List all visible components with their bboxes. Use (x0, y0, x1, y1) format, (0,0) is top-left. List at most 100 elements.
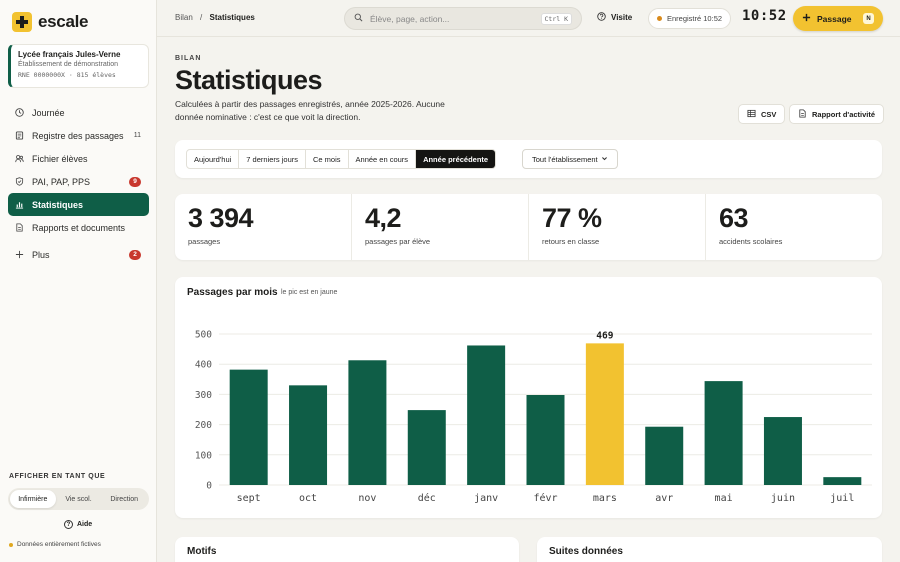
x-tick-label: févr (533, 492, 557, 504)
chart-bar (229, 369, 268, 485)
kpi-value: 3 394 (188, 203, 254, 233)
topbar: Bilan / Statistiques Élève, page, action… (157, 0, 900, 37)
sidebar-item-fichier-eleves[interactable]: Fichier élèves (8, 147, 149, 170)
kpi-value: 4,2 (365, 203, 402, 233)
data-label: 469 (596, 330, 613, 341)
school-card[interactable]: Lycée français Jules-Verne Établissement… (8, 44, 149, 88)
chart-icon (15, 200, 24, 209)
scope-value: Tout l'établissement (532, 154, 598, 164)
sidebar-item-label: Rapports et documents (32, 222, 126, 233)
page-description: Calculées à partir des passages enregist… (175, 99, 445, 122)
page-kicker: BILAN (175, 55, 202, 62)
document-icon (798, 108, 807, 120)
saved-label: Enregistré 10:52 (667, 14, 723, 23)
role-infirmiere[interactable]: Infirmière (10, 490, 56, 508)
x-tick-label: nov (358, 493, 376, 504)
sidebar: escale Lycée français Jules-Verne Établi… (0, 0, 157, 562)
table-icon (747, 109, 756, 120)
passages-chart-card: Passages par mois le pic est en jaune 0 1… (175, 277, 882, 518)
report-label: Rapport d'activité (812, 109, 876, 119)
kpi-label: retours en classe (542, 237, 600, 246)
search-placeholder: Élève, page, action... (370, 13, 450, 24)
x-tick-label: janv (474, 493, 498, 504)
role-switch: Infirmière Vie scol. Direction (8, 488, 149, 510)
sidebar-item-journee[interactable]: Journée (8, 101, 149, 124)
fictive-label: Données entièrement fictives (17, 541, 101, 548)
status-dot-icon (657, 16, 662, 21)
pai-badge: 9 (129, 176, 141, 187)
kpi-value: 77 % (542, 203, 602, 233)
suites-title: Suites données (549, 546, 623, 557)
passages-bar-chart: 0 100 200 300 400 500 sept oct nov déc janv févr mar… (195, 330, 872, 504)
scope-select[interactable]: Tout l'établissement (522, 149, 618, 169)
breadcrumb-root[interactable]: Bilan (175, 13, 193, 22)
role-switch-title: AFFICHER EN TANT QUE (9, 473, 106, 480)
period-today[interactable]: Aujourd'hui (187, 150, 240, 168)
plus-icon (15, 250, 24, 259)
plus-icon (802, 13, 811, 24)
x-tick-label: juil (830, 493, 854, 504)
search-shortcut: Ctrl K (540, 12, 572, 25)
help-label: Aide (77, 521, 93, 528)
period-7-days[interactable]: 7 derniers jours (239, 150, 306, 168)
filter-bar: Aujourd'hui 7 derniers jours Ce mois Ann… (175, 140, 882, 178)
breadcrumb-separator: / (200, 13, 203, 22)
period-this-month[interactable]: Ce mois (306, 150, 349, 168)
kpi-label: passages par élève (365, 237, 431, 246)
kpi-card: 3 394 passages (175, 194, 352, 260)
search-icon (354, 13, 363, 24)
kpi-label: accidents scolaires (719, 237, 783, 246)
new-passage-button[interactable]: Passage N (793, 6, 883, 31)
suites-card: Suites données (537, 537, 882, 562)
clock: 10:52 (742, 8, 787, 24)
y-tick-label: 100 (195, 450, 212, 461)
kpi-label: passages (188, 237, 221, 246)
kpi-value: 63 (719, 203, 749, 233)
plus-badge: 2 (129, 249, 141, 260)
sidebar-item-label: PAI, PAP, PPS (32, 176, 91, 187)
x-tick-label: oct (299, 493, 317, 504)
help-button[interactable]: ? Aide (64, 520, 92, 529)
search-input[interactable]: Élève, page, action... Ctrl K (344, 7, 582, 30)
passage-shortcut: N (863, 13, 874, 24)
chevron-down-icon (601, 155, 608, 164)
role-vie-scolaire[interactable]: Vie scol. (65, 495, 92, 503)
sidebar-nav: Journée Registre des passages 11 Fichier… (8, 101, 149, 266)
x-tick-label: mars (593, 493, 617, 504)
chart-bar (289, 385, 328, 485)
school-rne: RNE 0000000X · 815 élèves (18, 71, 116, 79)
sidebar-item-rapports[interactable]: Rapports et documents (8, 216, 149, 239)
chart-bar (763, 417, 802, 485)
kpi-card: 4,2 passages par élève (352, 194, 529, 260)
y-tick-label: 400 (195, 360, 212, 371)
breadcrumb: Bilan / Statistiques (175, 13, 255, 22)
chart-bar (467, 345, 506, 485)
csv-label: CSV (761, 109, 777, 119)
kpi-card: 77 % retours en classe (529, 194, 706, 260)
chart-bar (645, 426, 684, 485)
school-name: Lycée français Jules-Verne (18, 50, 121, 59)
sidebar-item-label: Plus (32, 249, 50, 260)
period-current-year[interactable]: Année en cours (349, 150, 417, 168)
x-tick-label: avr (655, 493, 673, 504)
app-logo[interactable]: escale (12, 12, 89, 32)
visit-button[interactable]: Visite (597, 12, 632, 23)
y-tick-label: 500 (195, 330, 212, 341)
motifs-card: Motifs (175, 537, 519, 562)
report-button[interactable]: Rapport d'activité (789, 104, 885, 124)
sidebar-item-plus[interactable]: Plus 2 (8, 243, 149, 266)
sidebar-item-pai[interactable]: PAI, PAP, PPS 9 (8, 170, 149, 193)
x-tick-label: juin (771, 493, 795, 504)
role-direction[interactable]: Direction (110, 495, 138, 503)
sidebar-item-label: Fichier élèves (32, 153, 88, 164)
clock-icon (15, 108, 24, 117)
csv-button[interactable]: CSV (738, 104, 786, 124)
period-previous-year[interactable]: Année précédente (416, 150, 496, 168)
sidebar-item-statistiques[interactable]: Statistiques (8, 193, 149, 216)
y-tick-label: 300 (195, 390, 212, 401)
chart-bar (704, 381, 743, 485)
sidebar-item-registre[interactable]: Registre des passages 11 (8, 124, 149, 147)
fictive-data-note: Données entièrement fictives (9, 541, 101, 548)
logo-cross-icon (12, 12, 32, 32)
motifs-title: Motifs (187, 546, 217, 557)
